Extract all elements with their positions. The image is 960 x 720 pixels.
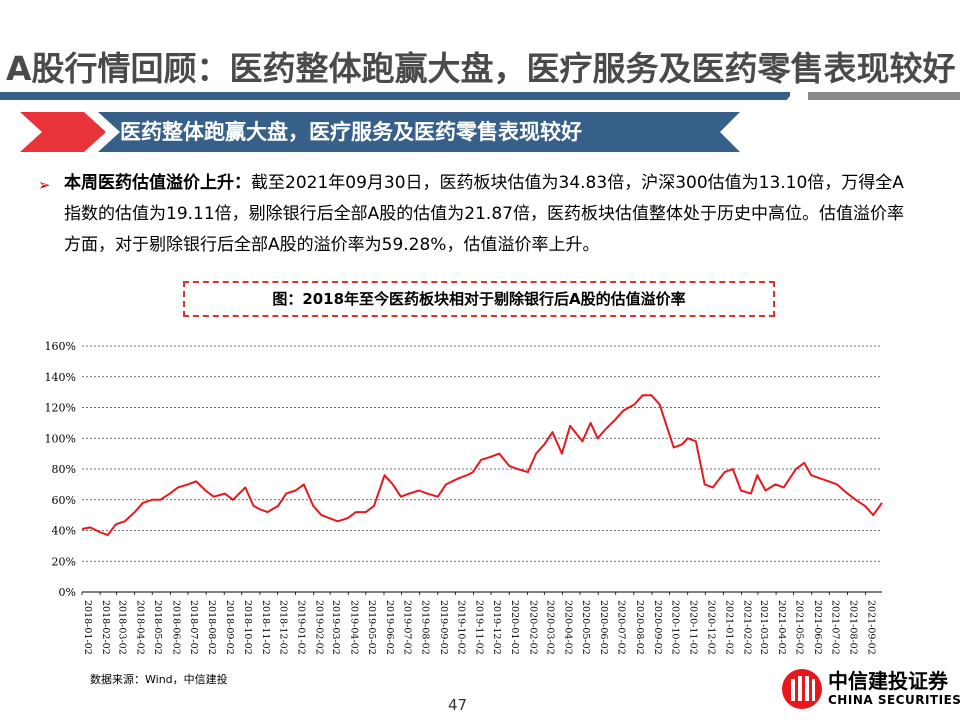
x-tick-label: 2019-11-02 [474, 600, 485, 655]
banner-shape [20, 112, 740, 152]
x-tick-label: 2020-11-02 [688, 600, 699, 655]
y-tick-label: 0% [59, 586, 76, 599]
x-tick-label: 2020-07-02 [616, 600, 627, 655]
x-tick-label: 2020-01-02 [509, 600, 520, 655]
x-tick-label: 2018-01-02 [82, 600, 93, 655]
bullet-body: 截至2021年09月30日，医药板块估值为34.83倍，沪深300估值为13.1… [64, 173, 904, 255]
x-tick-label: 2019-03-02 [330, 600, 341, 655]
x-tick-label: 2018-06-02 [170, 600, 181, 655]
x-tick-label: 2018-10-02 [242, 600, 253, 655]
x-tick-label: 2018-08-02 [206, 600, 217, 655]
x-tick-label: 2020-06-02 [598, 600, 609, 655]
logo-emblem-icon [782, 669, 822, 709]
y-tick-label: 100% [45, 432, 76, 445]
x-tick-label: 2019-06-02 [384, 600, 395, 655]
x-tick-label: 2021-02-02 [742, 600, 753, 655]
x-tick-label: 2018-03-02 [117, 600, 128, 655]
y-tick-label: 80% [52, 463, 76, 476]
x-tick-label: 2019-10-02 [455, 600, 466, 655]
x-tick-label: 2021-07-02 [829, 600, 840, 655]
title-rule-primary [0, 92, 790, 100]
y-tick-label: 40% [52, 525, 76, 538]
x-tick-label: 2019-05-02 [366, 600, 377, 655]
page-title: A股行情回顾：医药整体跑赢大盘，医疗服务及医药零售表现较好 [6, 49, 956, 88]
x-tick-label: 2021-06-02 [812, 600, 823, 655]
title-rule-secondary [808, 92, 960, 100]
x-tick-label: 2018-09-02 [224, 600, 235, 655]
x-tick-label: 2020-10-02 [670, 600, 681, 655]
x-tick-label: 2018-02-02 [100, 600, 111, 655]
x-tick-label: 2020-04-02 [562, 600, 573, 655]
x-tick-label: 2020-09-02 [652, 600, 663, 655]
bullet-lead: 本周医药估值溢价上升： [64, 173, 251, 193]
page-number: 47 [448, 696, 468, 714]
y-tick-label: 60% [52, 494, 76, 507]
y-tick-label: 140% [45, 371, 76, 384]
logo-text-en: CHINA SECURITIES [828, 693, 960, 707]
x-tick-label: 2018-11-02 [260, 600, 271, 655]
x-tick-label: 2019-09-02 [438, 600, 449, 655]
x-tick-label: 2021-03-02 [758, 600, 769, 655]
x-tick-label: 2019-12-02 [491, 600, 502, 655]
bullet-paragraph: ➢ 本周医药估值溢价上升：截至2021年09月30日，医药板块估值为34.83倍… [38, 168, 918, 261]
x-tick-label: 2021-01-02 [723, 600, 734, 655]
logo-text-cn: 中信建投证券 [828, 669, 948, 693]
x-tick-label: 2021-05-02 [794, 600, 805, 655]
x-tick-label: 2020-08-02 [634, 600, 645, 655]
premium-line-chart: 0% 20% 40% 60% 80% 100% 120% 140% 160% 2018-01-02… [45, 340, 883, 655]
x-tick-label: 2018-05-02 [152, 600, 163, 655]
x-tick-label: 2019-04-02 [348, 600, 359, 655]
x-tick-label: 2018-04-02 [135, 600, 146, 655]
x-tick-label: 2019-02-02 [314, 600, 325, 655]
x-tick-label: 2020-02-02 [527, 600, 538, 655]
x-tick-label: 2019-08-02 [420, 600, 431, 655]
x-tick-label: 2021-09-02 [866, 600, 877, 655]
arrow-bullet-icon: ➢ [38, 176, 51, 194]
banner-text: 医药整体跑赢大盘，医疗服务及医药零售表现较好 [120, 120, 582, 144]
x-tick-label: 2019-07-02 [402, 600, 413, 655]
y-tick-label: 120% [45, 402, 76, 415]
figure-title: 图：2018年至今医药板块相对于剔除银行后A股的估值溢价率 [183, 281, 775, 317]
x-tick-label: 2020-12-02 [705, 600, 716, 655]
x-tick-label: 2019-01-02 [296, 600, 307, 655]
x-tick-label: 2021-04-02 [776, 600, 787, 655]
x-tick-label: 2020-03-02 [544, 600, 555, 655]
bullet-text: 本周医药估值溢价上升：截至2021年09月30日，医药板块估值为34.83倍，沪… [64, 168, 918, 261]
section-banner: 医药整体跑赢大盘，医疗服务及医药零售表现较好 [20, 112, 740, 156]
x-tick-label: 2020-05-02 [580, 600, 591, 655]
x-tick-label: 2018-12-02 [277, 600, 288, 655]
company-logo: 中信建投证券 CHINA SECURITIES [780, 663, 960, 715]
data-source: 数据来源：Wind，中信建投 [90, 673, 228, 686]
x-tick-label: 2018-07-02 [188, 600, 199, 655]
x-tick-label: 2021-08-02 [847, 600, 858, 655]
series-line [81, 394, 883, 537]
y-tick-label: 160% [45, 340, 76, 353]
y-tick-label: 20% [52, 555, 76, 568]
